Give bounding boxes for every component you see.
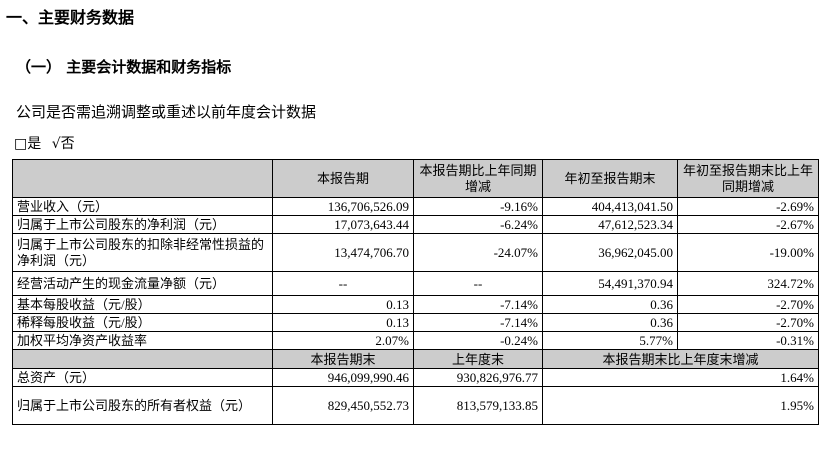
table-cell: 47,612,523.34 xyxy=(542,215,678,234)
table-cell: 5.77% xyxy=(542,331,678,350)
row-label: 营业收入（元） xyxy=(12,197,273,216)
header-cell: 上年度末 xyxy=(413,349,543,369)
subsection-title: （一） 主要会计数据和财务指标 xyxy=(16,58,232,76)
restatement-options: □是 √否 xyxy=(14,133,79,153)
header-cell: 年初至报告期末比上年同期增减 xyxy=(677,159,819,198)
table-cell: 54,491,370.94 xyxy=(542,271,678,296)
table-cell: -2.69% xyxy=(677,197,819,216)
table-cell: 829,450,552.73 xyxy=(272,386,414,425)
row-label: 基本每股收益（元/股） xyxy=(12,295,273,314)
restatement-question: 公司是否需追溯调整或重述以前年度会计数据 xyxy=(16,103,317,121)
table-cell: 136,706,526.09 xyxy=(272,197,414,216)
row-label: 稀释每股收益（元/股） xyxy=(12,313,273,332)
row-label: 归属于上市公司股东的扣除非经常性损益的净利润（元） xyxy=(12,233,273,272)
table-cell: -- xyxy=(272,271,414,296)
table-cell: -24.07% xyxy=(413,233,543,272)
table-row: 归属于上市公司股东的扣除非经常性损益的净利润（元） 13,474,706.70 … xyxy=(12,233,819,272)
table-header-row: 本报告期 本报告期比上年同期增减 年初至报告期末 年初至报告期末比上年同期增减 xyxy=(12,159,819,198)
table-cell: -6.24% xyxy=(413,215,543,234)
table-cell: 1.95% xyxy=(542,386,819,425)
table-cell: 1.64% xyxy=(542,368,819,387)
header-cell: 本报告期末 xyxy=(272,349,414,369)
table-cell: -2.70% xyxy=(677,295,819,314)
checkmark-icon: √ xyxy=(51,136,61,152)
option-yes-label: 是 xyxy=(27,136,42,152)
header-cell: 本报告期比上年同期增减 xyxy=(413,159,543,198)
table-cell: 0.36 xyxy=(542,295,678,314)
header-cell xyxy=(12,159,273,198)
table-row: 加权平均净资产收益率 2.07% -0.24% 5.77% -0.31% xyxy=(12,331,819,350)
table-cell: 0.13 xyxy=(272,313,414,332)
row-label: 经营活动产生的现金流量净额（元） xyxy=(12,271,273,296)
table-cell: 930,826,976.77 xyxy=(413,368,543,387)
table-cell: -7.14% xyxy=(413,295,543,314)
table-cell: -19.00% xyxy=(677,233,819,272)
header-cell: 本报告期 xyxy=(272,159,414,198)
table-cell: 13,474,706.70 xyxy=(272,233,414,272)
table-cell: 2.07% xyxy=(272,331,414,350)
row-label: 归属于上市公司股东的净利润（元） xyxy=(12,215,273,234)
table-cell: 0.13 xyxy=(272,295,414,314)
table-row: 经营活动产生的现金流量净额（元） -- -- 54,491,370.94 324… xyxy=(12,271,819,296)
table-header-row: 本报告期末 上年度末 本报告期末比上年度末增减 xyxy=(12,349,819,369)
table-row: 归属于上市公司股东的所有者权益（元） 829,450,552.73 813,57… xyxy=(12,386,819,425)
section-title: 一、主要财务数据 xyxy=(6,8,135,27)
table-row: 基本每股收益（元/股） 0.13 -7.14% 0.36 -2.70% xyxy=(12,295,819,314)
row-label: 归属于上市公司股东的所有者权益（元） xyxy=(12,386,273,425)
header-cell: 年初至报告期末 xyxy=(542,159,678,198)
table-cell: -0.24% xyxy=(413,331,543,350)
table-cell: -2.70% xyxy=(677,313,819,332)
table-cell: 0.36 xyxy=(542,313,678,332)
table-cell: -- xyxy=(413,271,543,296)
unchecked-box-icon: □ xyxy=(14,136,28,152)
row-label: 加权平均净资产收益率 xyxy=(12,331,273,350)
table-cell: 946,099,990.46 xyxy=(272,368,414,387)
option-no-label: 否 xyxy=(60,136,75,152)
table-cell: 36,962,045.00 xyxy=(542,233,678,272)
table-cell: -9.16% xyxy=(413,197,543,216)
financial-data-table: 本报告期 本报告期比上年同期增减 年初至报告期末 年初至报告期末比上年同期增减 … xyxy=(12,159,819,425)
table-row: 归属于上市公司股东的净利润（元） 17,073,643.44 -6.24% 47… xyxy=(12,215,819,234)
table-cell: -2.67% xyxy=(677,215,819,234)
table-cell: -7.14% xyxy=(413,313,543,332)
table-row: 营业收入（元） 136,706,526.09 -9.16% 404,413,04… xyxy=(12,197,819,216)
table-cell: 404,413,041.50 xyxy=(542,197,678,216)
header-cell xyxy=(12,349,273,369)
table-cell: 813,579,133.85 xyxy=(413,386,543,425)
table-row: 稀释每股收益（元/股） 0.13 -7.14% 0.36 -2.70% xyxy=(12,313,819,332)
table-cell: -0.31% xyxy=(677,331,819,350)
row-label: 总资产（元） xyxy=(12,368,273,387)
table-cell: 324.72% xyxy=(677,271,819,296)
table-cell: 17,073,643.44 xyxy=(272,215,414,234)
table-row: 总资产（元） 946,099,990.46 930,826,976.77 1.6… xyxy=(12,368,819,387)
header-cell: 本报告期末比上年度末增减 xyxy=(542,349,819,369)
